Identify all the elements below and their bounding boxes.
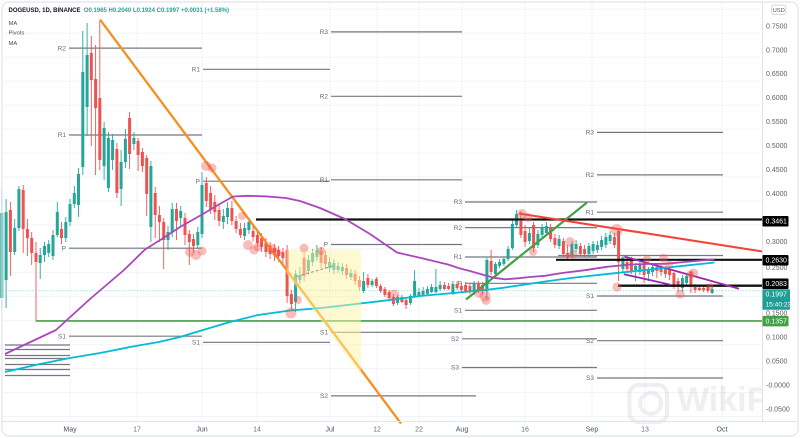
svg-text:Oct: Oct	[717, 427, 728, 434]
svg-text:12: 12	[373, 427, 381, 434]
svg-text:S1: S1	[586, 293, 594, 300]
svg-text:S1: S1	[454, 308, 462, 315]
svg-text:R3: R3	[586, 130, 595, 137]
svg-text:-0.0000: -0.0000	[766, 383, 790, 390]
svg-text:P: P	[324, 242, 328, 249]
svg-text:R1: R1	[192, 67, 201, 74]
svg-text:0.5500: 0.5500	[766, 119, 788, 126]
svg-text:0.6000: 0.6000	[766, 95, 788, 102]
svg-text:0.4500: 0.4500	[766, 167, 788, 174]
svg-text:15:40:23: 15:40:23	[766, 301, 792, 308]
svg-text:S3: S3	[586, 375, 594, 382]
svg-text:Jul: Jul	[326, 427, 335, 434]
svg-text:S1: S1	[320, 330, 328, 337]
svg-text:Sep: Sep	[586, 427, 599, 434]
svg-text:S1: S1	[58, 333, 66, 340]
svg-text:R1: R1	[454, 254, 463, 261]
svg-text:P: P	[196, 178, 200, 185]
svg-text:S2: S2	[586, 338, 594, 345]
svg-text:R2: R2	[586, 172, 595, 179]
svg-text:P: P	[458, 281, 462, 288]
svg-text:0.5000: 0.5000	[766, 143, 788, 150]
svg-text:14: 14	[253, 427, 261, 434]
svg-text:0.4000: 0.4000	[766, 191, 788, 198]
svg-text:MA: MA	[9, 21, 18, 27]
svg-text:0.1997: 0.1997	[766, 292, 788, 299]
svg-text:S2: S2	[320, 393, 328, 400]
svg-text:S3: S3	[451, 365, 459, 372]
svg-text:-0.0500: -0.0500	[766, 407, 790, 414]
svg-text:13: 13	[641, 427, 649, 434]
svg-text:R3: R3	[320, 29, 329, 36]
svg-text:USD: USD	[773, 8, 785, 14]
svg-text:0.7500: 0.7500	[766, 23, 788, 30]
svg-text:22: 22	[415, 427, 423, 434]
svg-text:0.6500: 0.6500	[766, 71, 788, 78]
svg-text:Jun: Jun	[196, 427, 207, 434]
svg-text:R2: R2	[454, 225, 463, 232]
svg-text:0.3461: 0.3461	[766, 219, 788, 226]
svg-text:S2: S2	[451, 336, 459, 343]
svg-text:R1: R1	[58, 132, 67, 139]
svg-text:0.1357: 0.1357	[766, 319, 788, 326]
svg-text:R1: R1	[320, 177, 329, 184]
svg-text:0.0500: 0.0500	[766, 359, 788, 366]
svg-text:17: 17	[133, 427, 141, 434]
svg-text:0.2500: 0.2500	[766, 265, 788, 272]
svg-text:R3: R3	[454, 199, 463, 206]
svg-text:May: May	[63, 427, 77, 434]
svg-text:0.2630: 0.2630	[766, 258, 788, 265]
svg-text:Pivots: Pivots	[9, 31, 25, 37]
svg-text:MA: MA	[9, 41, 18, 47]
svg-text:P: P	[62, 245, 66, 252]
svg-text:16: 16	[521, 427, 529, 434]
svg-text:R2: R2	[58, 45, 67, 52]
svg-text:0.7000: 0.7000	[766, 47, 788, 54]
svg-text:0.1000: 0.1000	[766, 335, 788, 342]
svg-text:R2: R2	[320, 94, 329, 101]
svg-text:S1: S1	[192, 340, 200, 347]
svg-text:0.3000: 0.3000	[766, 239, 788, 246]
svg-text:0.2083: 0.2083	[766, 281, 788, 288]
svg-text:DOGEUSD, 1D, BINANCE O0.1965: DOGEUSD, 1D, BINANCE O0.1965 H0.2040 L0.…	[9, 8, 230, 14]
svg-text:0.1500: 0.1500	[766, 311, 788, 318]
svg-text:R1: R1	[586, 209, 595, 216]
svg-text:Aug: Aug	[456, 427, 469, 434]
